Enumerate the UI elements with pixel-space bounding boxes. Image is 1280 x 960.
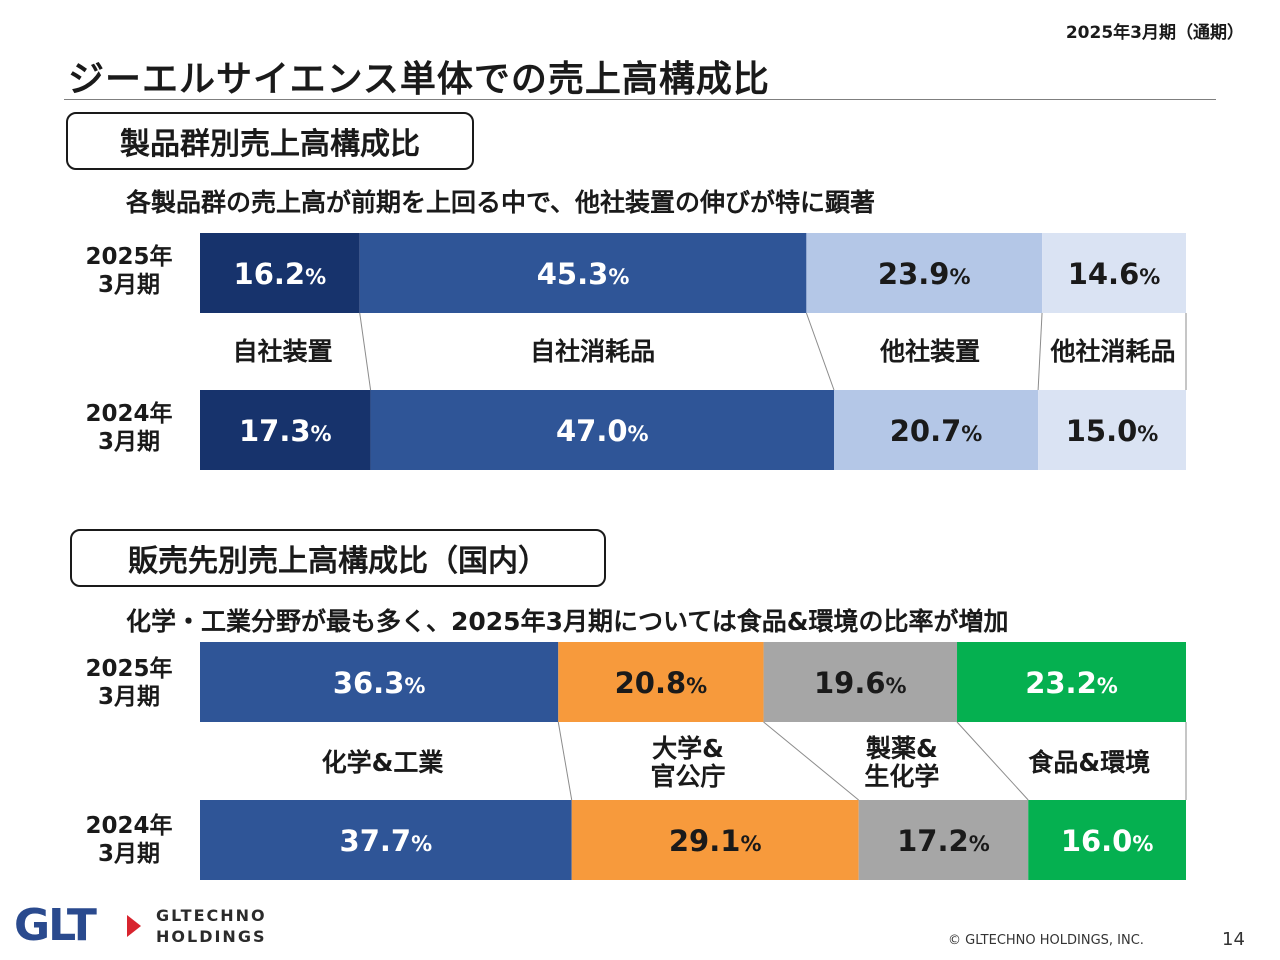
product-data-label-2024-seg-1: 17.3% — [239, 414, 332, 448]
year-label-2024-product: 2024年 3月期 — [85, 401, 173, 456]
product-series-line-2 — [805, 312, 835, 391]
product-bar-2025-seg-3 — [806, 233, 1043, 313]
product-data-label-2025-seg-3: 23.9% — [878, 257, 971, 291]
product-data-label-2024-seg-2: 47.0% — [556, 414, 649, 448]
page-number: 14 — [1222, 929, 1245, 950]
customer-data-label-2025-seg-4: 23.2% — [1025, 666, 1118, 700]
section-subtitle-product: 各製品群の売上高が前期を上回る中で、他社装置の伸びが特に顕著 — [126, 188, 876, 217]
product-bar-2025-seg-1 — [200, 233, 360, 313]
customer-series-label-4: 食品&環境 — [1028, 748, 1150, 777]
product-bar-2024-seg-3 — [833, 390, 1039, 470]
logo-letters: GLT — [14, 900, 97, 951]
company-logo: GLT GLTECHNO HOLDINGS — [14, 900, 274, 952]
customer-data-label-2025-seg-2: 20.8% — [615, 666, 708, 700]
customer-series-label-1: 化学&工業 — [322, 748, 444, 777]
section-title-product: 製品群別売上高構成比 — [66, 112, 474, 170]
product-bar-2024-seg-2 — [370, 390, 834, 470]
product-bar-2024-seg-1 — [200, 390, 371, 470]
copyright: © GLTECHNO HOLDINGS, INC. — [948, 933, 1144, 948]
customer-bar-2025-seg-1 — [200, 642, 559, 722]
product-bar-2025-seg-4 — [1042, 233, 1186, 313]
logo-arrow-icon — [127, 915, 141, 937]
customer-data-label-2024-seg-1: 37.7% — [340, 824, 433, 858]
section-title-customer: 販売先別売上高構成比（国内） — [70, 529, 606, 587]
customer-series-label-2: 大学&官公庁 — [651, 734, 726, 791]
customer-series-line-2 — [763, 721, 859, 801]
year-label-2025-customer: 2025年 3月期 — [85, 656, 173, 711]
product-series-line-1 — [359, 312, 372, 391]
product-data-label-2025-seg-1: 16.2% — [234, 257, 327, 291]
customer-bar-2024-seg-3 — [858, 800, 1029, 880]
product-data-label-2024-seg-4: 15.0% — [1066, 414, 1159, 448]
period-label: 2025年3月期（通期） — [1065, 23, 1244, 43]
customer-series-line-3 — [956, 721, 1029, 801]
product-series-label-3: 他社装置 — [879, 337, 980, 366]
customer-data-label-2024-seg-2: 29.1% — [669, 824, 762, 858]
title-divider — [64, 99, 1216, 100]
year-label-2025-product: 2025年 3月期 — [85, 244, 173, 299]
customer-bar-2024-seg-2 — [571, 800, 859, 880]
product-series-label-4: 他社消耗品 — [1050, 337, 1176, 366]
customer-bar-2025-seg-2 — [558, 642, 764, 722]
product-data-label-2024-seg-3: 20.7% — [890, 414, 983, 448]
section-subtitle-customer: 化学・工業分野が最も多く、2025年3月期については食品&環境の比率が増加 — [126, 607, 1009, 636]
year-label-2024-customer: 2024年 3月期 — [85, 813, 173, 868]
customer-bar-2024-seg-1 — [200, 800, 572, 880]
customer-series-line-1 — [557, 721, 573, 801]
product-series-label-1: 自社装置 — [233, 337, 333, 366]
customer-data-label-2024-seg-3: 17.2% — [897, 824, 990, 858]
customer-data-label-2024-seg-4: 16.0% — [1061, 824, 1154, 858]
customer-bar-2025-seg-4 — [957, 642, 1186, 722]
customer-data-label-2025-seg-3: 19.6% — [814, 666, 907, 700]
page-title: ジーエルサイエンス単体での売上高構成比 — [68, 59, 770, 100]
logo-text: GLTECHNO HOLDINGS — [156, 906, 267, 946]
product-bar-2024-seg-4 — [1038, 390, 1186, 470]
product-series-line-3 — [1037, 312, 1043, 391]
customer-bar-2025-seg-3 — [763, 642, 958, 722]
product-data-label-2025-seg-2: 45.3% — [537, 257, 630, 291]
customer-data-label-2025-seg-1: 36.3% — [333, 666, 426, 700]
customer-bar-2024-seg-4 — [1028, 800, 1186, 880]
customer-series-label-3: 製薬&生化学 — [864, 734, 939, 791]
product-bar-2025-seg-2 — [359, 233, 807, 313]
product-data-label-2025-seg-4: 14.6% — [1068, 257, 1161, 291]
product-series-label-2: 自社消耗品 — [530, 337, 655, 366]
